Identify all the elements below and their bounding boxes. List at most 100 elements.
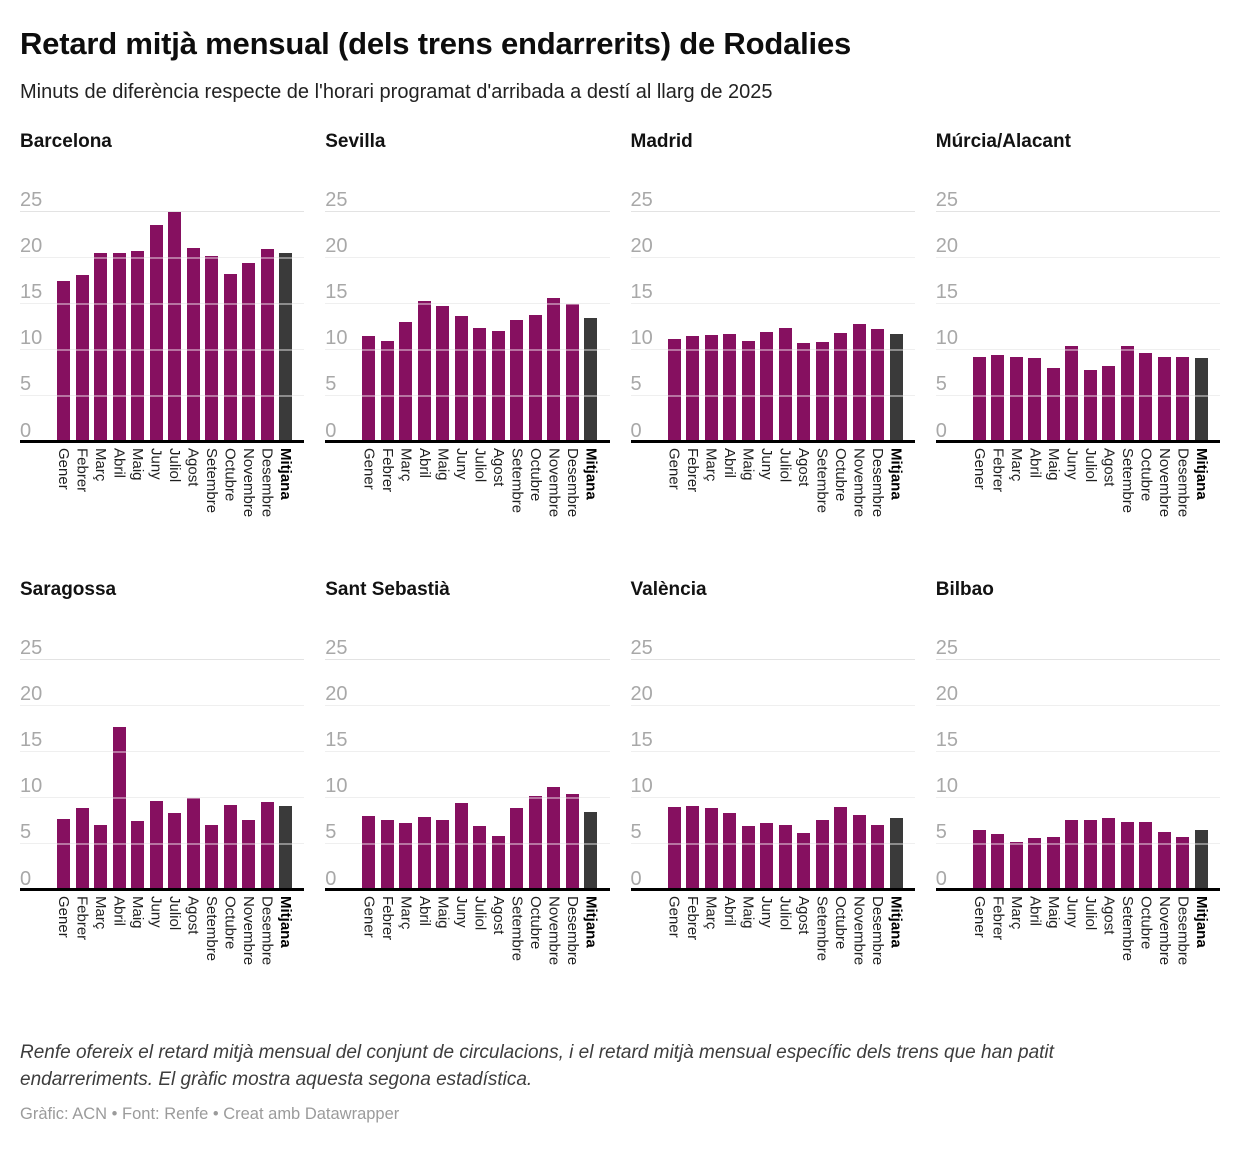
y-axis-tick-label: 10	[325, 775, 348, 798]
x-axis-label: Agost	[1100, 895, 1118, 993]
bar-month	[565, 793, 579, 890]
bar-mitjana	[279, 253, 293, 442]
chart-panel: Madrid 25 20 15 10 5 0 Gener Febrer Març Abril Ma…	[630, 131, 915, 545]
gridline	[630, 797, 915, 799]
bar-month	[168, 211, 182, 442]
x-axis-label: Gener	[666, 896, 683, 993]
bar-month	[1139, 352, 1153, 442]
x-axis-label-text: Juliol	[1081, 447, 1099, 482]
x-axis-label: Maig	[434, 448, 451, 545]
bar-month	[972, 356, 986, 442]
x-axis-label-text: Maig	[129, 447, 147, 481]
x-axis-label-text: Novembre	[1155, 447, 1173, 517]
y-axis-tick-label: 5	[20, 821, 32, 844]
y-axis-tick-label: 0	[630, 867, 642, 890]
x-axis-label-text: Setembre	[1118, 895, 1136, 961]
bar-month	[149, 800, 163, 890]
gridline	[630, 256, 915, 258]
gridline	[325, 797, 610, 799]
gridline	[630, 210, 915, 212]
bar-month	[242, 820, 256, 890]
x-axis-label-text: Setembre	[508, 447, 526, 513]
x-axis-label-text: Juliol	[471, 895, 489, 930]
panel-title: Bilbao	[935, 578, 994, 600]
x-axis-label-text: Agost	[489, 447, 507, 486]
y-axis-tick-label: 0	[20, 867, 32, 890]
x-axis-label: Desembre	[259, 896, 276, 993]
y-axis-tick-label: 15	[630, 280, 653, 303]
bar-month	[815, 820, 829, 890]
bar-month	[1102, 817, 1116, 890]
bar-month	[1083, 369, 1097, 442]
x-axis-label-text: Maig	[1044, 895, 1062, 929]
bar-month	[417, 301, 431, 442]
bars-group	[362, 211, 598, 442]
x-axis-label-text: Mitjana	[887, 447, 905, 500]
x-axis-label: Setembre	[508, 447, 526, 545]
y-axis-tick-label: 25	[325, 636, 348, 659]
panel-x-axis-labels: Gener Febrer Març Abril Maig Juny Juliol Agost S…	[971, 895, 1210, 993]
gridline-overlay	[325, 256, 610, 259]
x-axis-baseline	[935, 439, 1220, 443]
gridline	[630, 658, 915, 660]
x-axis-label-text: Març	[702, 447, 720, 481]
x-axis-label: Febrer	[684, 448, 701, 545]
gridline-overlay	[20, 843, 305, 846]
x-axis-label: Octubre	[222, 448, 239, 545]
y-axis-tick-label: 25	[630, 188, 653, 211]
gridline	[325, 256, 610, 258]
gridline-overlay	[20, 751, 305, 754]
bar-month	[260, 801, 274, 890]
bar-month	[94, 824, 108, 890]
y-axis-tick-label: 0	[630, 419, 642, 442]
bar-month	[852, 814, 866, 890]
x-axis-label-text: Març	[702, 895, 720, 929]
panel-x-axis-labels: Gener Febrer Març Abril Maig Juny Juliol Agost S…	[971, 447, 1210, 545]
x-axis-label: Maig	[434, 896, 451, 993]
y-axis-tick-label: 25	[935, 188, 958, 211]
gridline	[630, 751, 915, 753]
y-axis-tick-label: 20	[325, 682, 348, 705]
gridline	[935, 658, 1220, 660]
x-axis-label-text: Febrer	[684, 895, 702, 940]
y-axis-tick-label: 15	[325, 728, 348, 751]
x-axis-label: Agost	[185, 448, 202, 545]
gridline-overlay	[20, 797, 305, 800]
x-axis-label-text: Juliol	[166, 895, 184, 930]
x-axis-label-text: Maig	[739, 895, 757, 929]
x-axis-label: Maig	[1045, 448, 1062, 545]
bar-month	[565, 303, 579, 442]
bar-month	[741, 340, 755, 442]
x-axis-label: Desembre	[1174, 896, 1191, 993]
x-axis-label: Setembre	[814, 448, 831, 545]
panel-title: Múrcia/Alacant	[935, 130, 1071, 152]
x-axis-label: Febrer	[74, 896, 91, 993]
x-axis-label-text: Juny	[758, 895, 776, 928]
bar-month	[1028, 837, 1042, 890]
bars-group	[667, 659, 903, 890]
gridline	[935, 797, 1220, 799]
bar-month	[1065, 820, 1079, 890]
x-axis-label-text: Agost	[1100, 895, 1118, 934]
bar-month	[436, 820, 450, 890]
bar-month	[242, 263, 256, 442]
x-axis-label: Setembre	[508, 896, 525, 993]
y-axis-tick-label: 20	[935, 234, 958, 257]
x-axis-label-text: Gener	[665, 447, 683, 490]
x-axis-label: Juny	[453, 448, 470, 545]
bar-month	[399, 823, 413, 890]
y-axis-tick-label: 10	[935, 775, 958, 798]
x-axis-label-text: Novembre	[545, 895, 563, 965]
y-axis-tick-label: 0	[20, 419, 32, 442]
x-axis-label: Abril	[721, 448, 738, 545]
y-axis-tick-label: 5	[935, 373, 947, 396]
gridline-overlay	[935, 704, 1220, 707]
x-axis-label-text: Desembre	[869, 447, 887, 517]
bar-month	[797, 833, 811, 890]
bar-month	[871, 328, 885, 442]
panel-plot-area: 25 20 15 10 5 0	[630, 637, 915, 891]
bar-mitjana	[584, 317, 598, 442]
gridline-overlay	[325, 349, 610, 352]
gridline-overlay	[630, 395, 915, 398]
x-axis-label: Octubre	[1137, 896, 1154, 993]
